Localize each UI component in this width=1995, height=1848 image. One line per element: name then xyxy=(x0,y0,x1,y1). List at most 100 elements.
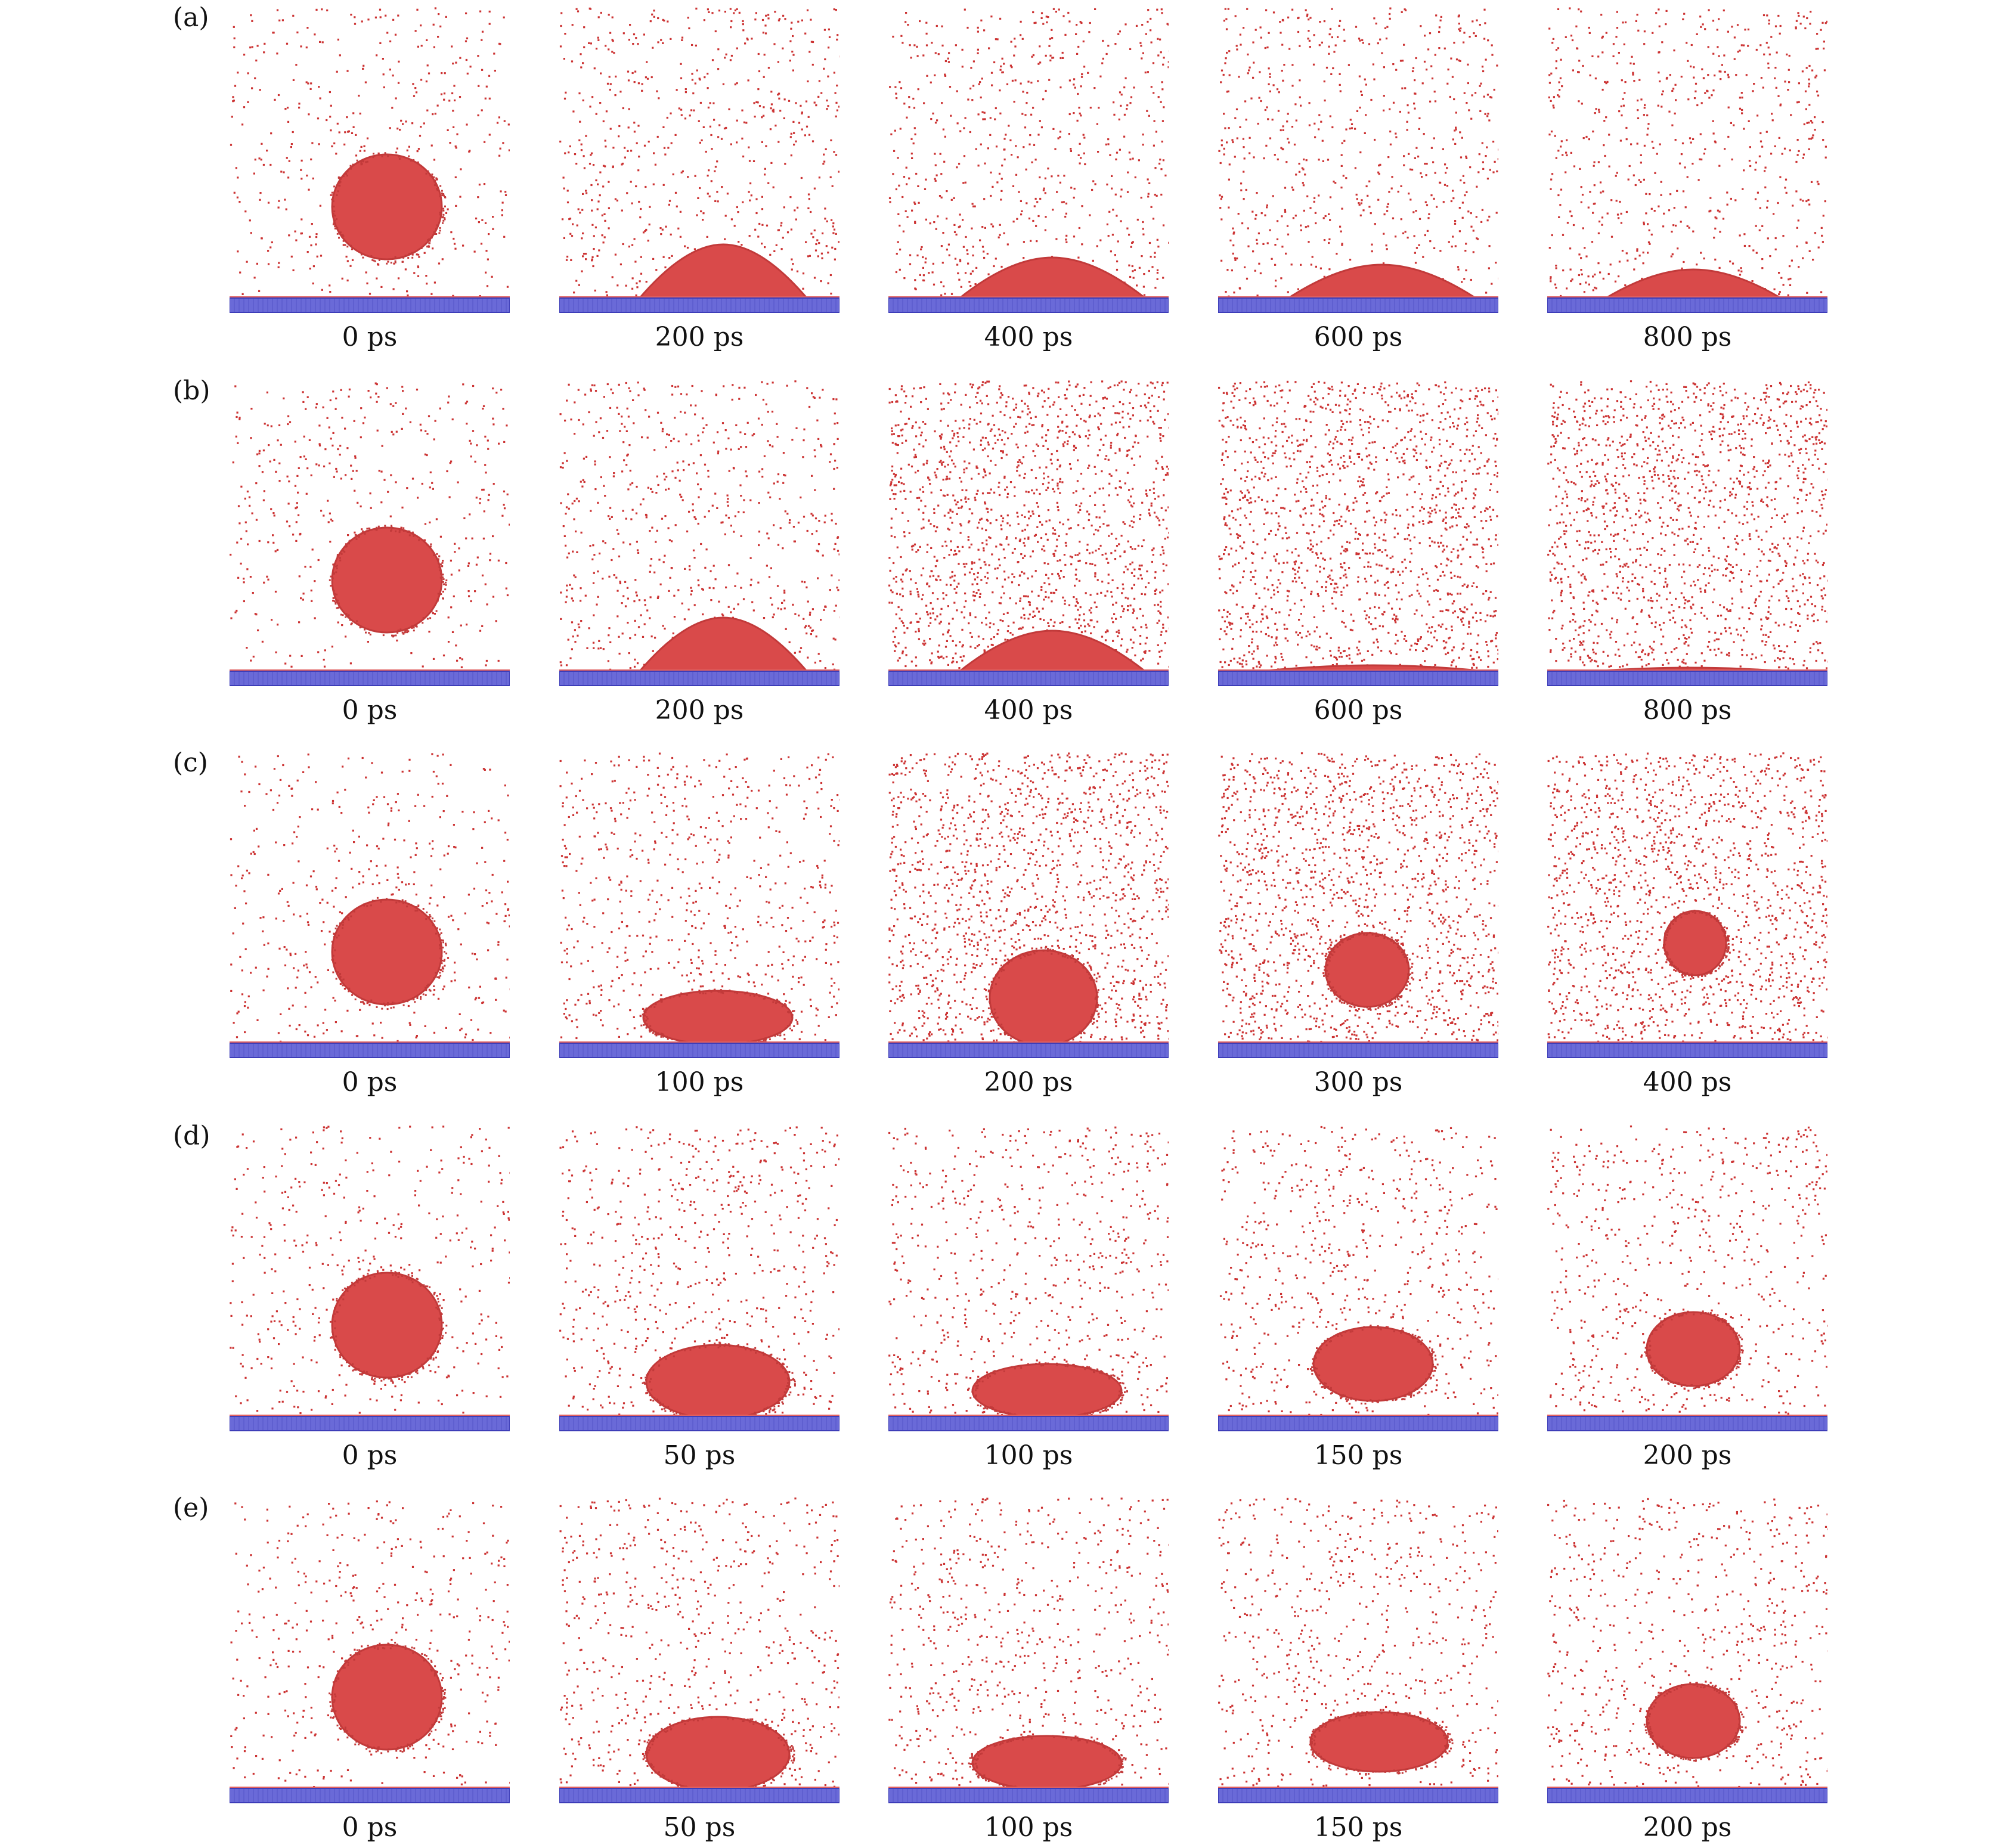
md-snapshot xyxy=(1218,752,1498,1058)
md-snapshot xyxy=(1218,1125,1498,1431)
time-label: 150 ps xyxy=(1218,1812,1498,1843)
substrate xyxy=(1547,1415,1827,1431)
vapor-molecules xyxy=(1548,7,1827,297)
droplet xyxy=(329,1642,447,1754)
simulation-frame xyxy=(1218,1125,1498,1435)
substrate xyxy=(230,1041,510,1058)
substrate xyxy=(230,1415,510,1431)
substrate xyxy=(888,1415,1169,1431)
droplet xyxy=(1643,1682,1745,1762)
substrate xyxy=(1547,296,1827,313)
droplet xyxy=(1662,910,1730,979)
substrate xyxy=(888,669,1169,686)
time-label: 800 ps xyxy=(1547,695,1827,725)
droplet xyxy=(639,989,798,1049)
droplet xyxy=(968,1735,1127,1793)
time-label: 300 ps xyxy=(1218,1067,1498,1097)
time-label: 600 ps xyxy=(1218,695,1498,725)
row-label: (b) xyxy=(173,376,210,406)
droplet xyxy=(642,1716,795,1795)
simulation-frame xyxy=(559,1497,839,1807)
time-label: 0 ps xyxy=(230,695,510,725)
vapor-molecules xyxy=(888,380,1169,671)
simulation-frame xyxy=(1218,1497,1498,1807)
time-label: 800 ps xyxy=(1547,322,1827,352)
droplet xyxy=(642,1342,796,1423)
vapor-molecules xyxy=(1218,380,1498,671)
md-snapshot xyxy=(230,382,510,686)
row-label: (e) xyxy=(173,1493,209,1523)
simulation-frame xyxy=(230,1125,510,1435)
simulation-frame xyxy=(1547,1125,1827,1435)
time-label: 0 ps xyxy=(230,1067,510,1097)
substrate xyxy=(1218,669,1498,686)
row-label: (c) xyxy=(173,748,208,778)
md-snapshot xyxy=(230,1500,510,1803)
md-snapshot xyxy=(1218,7,1498,313)
md-snapshot xyxy=(1547,752,1827,1058)
simulation-frame xyxy=(1218,380,1498,690)
simulation-frame xyxy=(1547,7,1827,317)
vapor-molecules xyxy=(888,8,1169,297)
md-snapshot xyxy=(888,380,1169,686)
substrate xyxy=(1218,296,1498,313)
substrate xyxy=(1218,1041,1498,1058)
droplet xyxy=(1644,1310,1744,1390)
row-label: (a) xyxy=(173,2,209,33)
droplet xyxy=(636,616,810,674)
simulation-frame xyxy=(1547,752,1827,1062)
time-label: 0 ps xyxy=(230,1440,510,1471)
time-label: 200 ps xyxy=(1547,1440,1827,1471)
droplet xyxy=(955,630,1150,674)
md-snapshot xyxy=(888,1126,1169,1431)
md-snapshot xyxy=(888,752,1169,1058)
substrate xyxy=(559,1041,839,1058)
time-label: 600 ps xyxy=(1218,322,1498,352)
substrate xyxy=(230,296,510,313)
substrate xyxy=(230,1787,510,1803)
simulation-frame xyxy=(888,7,1169,317)
md-snapshot xyxy=(559,752,839,1058)
vapor-molecules xyxy=(1218,7,1498,297)
droplet xyxy=(331,151,447,265)
time-label: 200 ps xyxy=(1547,1812,1827,1843)
vapor-molecules xyxy=(1547,380,1827,671)
time-label: 50 ps xyxy=(559,1812,839,1843)
time-label: 400 ps xyxy=(888,322,1169,352)
droplet xyxy=(955,256,1150,300)
simulation-frame xyxy=(1547,1497,1827,1807)
vapor-molecules xyxy=(888,1497,1169,1787)
simulation-frame xyxy=(888,1497,1169,1807)
substrate xyxy=(559,1415,839,1431)
time-label: 200 ps xyxy=(888,1067,1169,1097)
md-snapshot xyxy=(1218,1497,1498,1803)
simulation-frame xyxy=(559,752,839,1062)
simulation-frame xyxy=(1547,380,1827,690)
simulation-frame xyxy=(1218,7,1498,317)
substrate xyxy=(888,296,1169,313)
substrate xyxy=(559,296,839,313)
md-snapshot xyxy=(1547,380,1827,686)
simulation-frame xyxy=(230,7,510,317)
substrate xyxy=(1218,1787,1498,1803)
time-label: 100 ps xyxy=(888,1812,1169,1843)
droplet xyxy=(1600,268,1786,300)
droplet xyxy=(329,525,448,638)
time-label: 400 ps xyxy=(1547,1067,1827,1097)
simulation-frame xyxy=(888,752,1169,1062)
substrate xyxy=(888,1041,1169,1058)
md-snapshot xyxy=(559,7,839,313)
droplet xyxy=(1283,263,1481,300)
simulation-frame xyxy=(559,380,839,690)
substrate xyxy=(559,1787,839,1803)
vapor-molecules xyxy=(1547,1497,1827,1788)
droplet xyxy=(1309,1325,1439,1405)
md-snapshot xyxy=(230,753,510,1058)
substrate xyxy=(888,1787,1169,1803)
droplet xyxy=(329,1270,448,1383)
vapor-molecules xyxy=(1547,752,1827,1043)
md-snapshot xyxy=(888,1497,1169,1803)
droplet xyxy=(331,897,448,1010)
time-label: 0 ps xyxy=(230,1812,510,1843)
